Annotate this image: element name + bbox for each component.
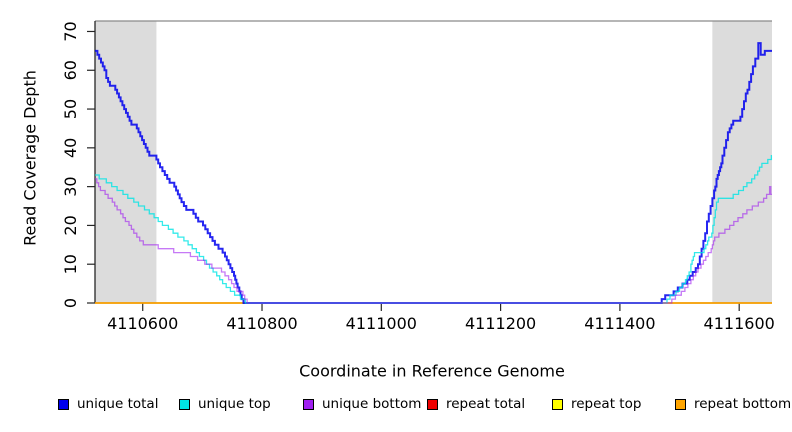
repeat-top-swatch-icon bbox=[552, 398, 563, 410]
legend-label: repeat top bbox=[571, 396, 642, 412]
legend-label: unique top bbox=[198, 396, 271, 412]
x-tick-label: 4111200 bbox=[465, 314, 536, 333]
legend-label: repeat bottom bbox=[694, 396, 792, 412]
legend-item-repeat-top: repeat top bbox=[552, 396, 642, 412]
y-tick-label: 50 bbox=[61, 99, 80, 119]
x-tick-label: 4111400 bbox=[584, 314, 655, 333]
repeat-total-swatch-icon bbox=[427, 398, 438, 410]
legend-item-repeat-total: repeat total bbox=[427, 396, 526, 412]
legend-label: unique total bbox=[77, 396, 159, 412]
unique-bottom-swatch-icon bbox=[303, 398, 314, 410]
x-tick-label: 4111600 bbox=[704, 314, 775, 333]
series-line-unique-total bbox=[95, 42, 772, 304]
y-tick-label: 40 bbox=[61, 138, 80, 158]
legend-item-unique-top: unique top bbox=[179, 396, 271, 412]
x-axis-title: Coordinate in Reference Genome bbox=[299, 361, 565, 381]
legend-item-unique-total: unique total bbox=[58, 396, 159, 412]
legend-item-repeat-bottom: repeat bottom bbox=[675, 396, 792, 412]
repeat-bottom-swatch-icon bbox=[675, 398, 686, 410]
shaded-region bbox=[712, 21, 772, 303]
legend-label: unique bottom bbox=[322, 396, 422, 412]
y-tick-label: 10 bbox=[61, 254, 80, 274]
x-tick-label: 4111000 bbox=[346, 314, 417, 333]
series-line-unique-top bbox=[95, 154, 773, 304]
y-tick-label: 0 bbox=[61, 298, 80, 308]
legend-item-unique-bottom: unique bottom bbox=[303, 396, 422, 412]
unique-top-swatch-icon bbox=[179, 398, 190, 410]
shaded-region bbox=[95, 21, 157, 303]
y-tick-label: 60 bbox=[61, 60, 80, 80]
x-tick-label: 4110600 bbox=[107, 314, 178, 333]
series-line-unique-bottom bbox=[95, 178, 772, 304]
unique-total-swatch-icon bbox=[58, 398, 69, 410]
y-tick-label: 20 bbox=[61, 215, 80, 235]
x-tick-label: 4110800 bbox=[226, 314, 297, 333]
legend-label: repeat total bbox=[446, 396, 526, 412]
y-tick-label: 30 bbox=[61, 176, 80, 196]
y-tick-label: 70 bbox=[61, 21, 80, 41]
y-axis-title: Read Coverage Depth bbox=[20, 70, 40, 246]
